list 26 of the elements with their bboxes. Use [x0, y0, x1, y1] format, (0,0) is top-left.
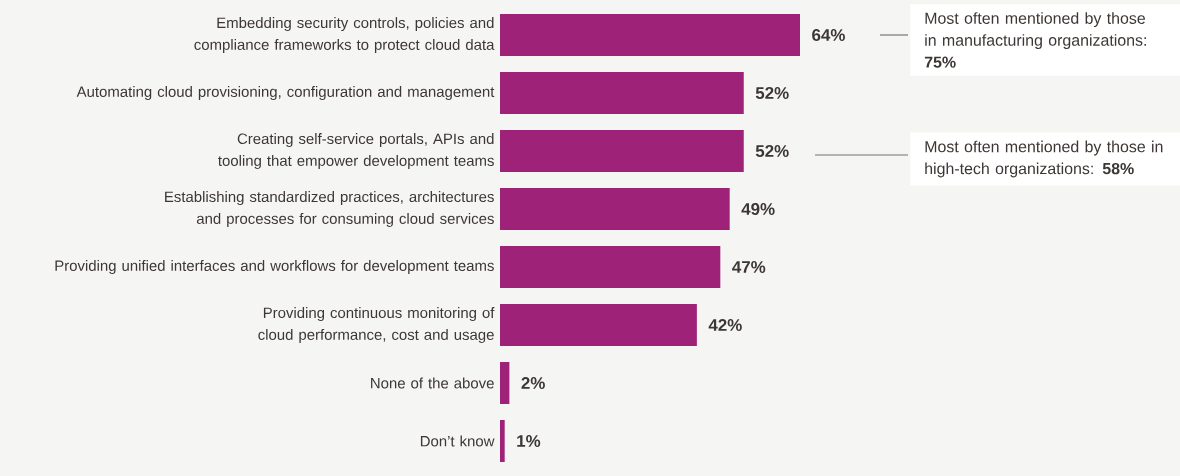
bar: [500, 420, 505, 463]
bar: [500, 14, 800, 57]
data-label: 52%: [755, 87, 789, 100]
y-tick-label: Providing unified interfaces and workflows for development teams: [55, 260, 494, 274]
y-tick-label: Don’t know: [420, 435, 495, 447]
text: Most often mentioned by those in manufacturing organizations: 75%: [924, 12, 1146, 68]
data-label: 2%: [521, 377, 545, 389]
y-tick-label: Embedding security controls, policies and compliance frameworks to protect cloud data: [194, 17, 495, 53]
data-label: 42%: [708, 319, 742, 331]
data-label: 52%: [755, 145, 789, 158]
bar: [500, 246, 721, 289]
y-tick-label: Automating cloud provisioning, configuration and management: [76, 86, 495, 100]
bar: [500, 188, 730, 231]
y-tick-label: None of the above: [371, 377, 494, 389]
y-tick-label: Establishing standardized practices, architectures and processes for consuming cloud services: [165, 191, 494, 227]
data-label: 47%: [732, 261, 766, 273]
bar: [500, 362, 510, 405]
bar: [500, 72, 744, 115]
bar: [500, 304, 697, 347]
data-label: 64%: [812, 29, 845, 42]
text: Most often mentioned by those in high-tech organizations: 58%: [925, 140, 1163, 178]
y-tick-label: Providing continuous monitoring of cloud performance, cost and usage: [258, 307, 495, 343]
data-label: 49%: [741, 203, 775, 216]
bar: [500, 130, 744, 173]
data-label: 1%: [517, 435, 541, 447]
y-tick-label: Creating self-service portals, APIs and tooling that empower development teams: [218, 133, 494, 169]
